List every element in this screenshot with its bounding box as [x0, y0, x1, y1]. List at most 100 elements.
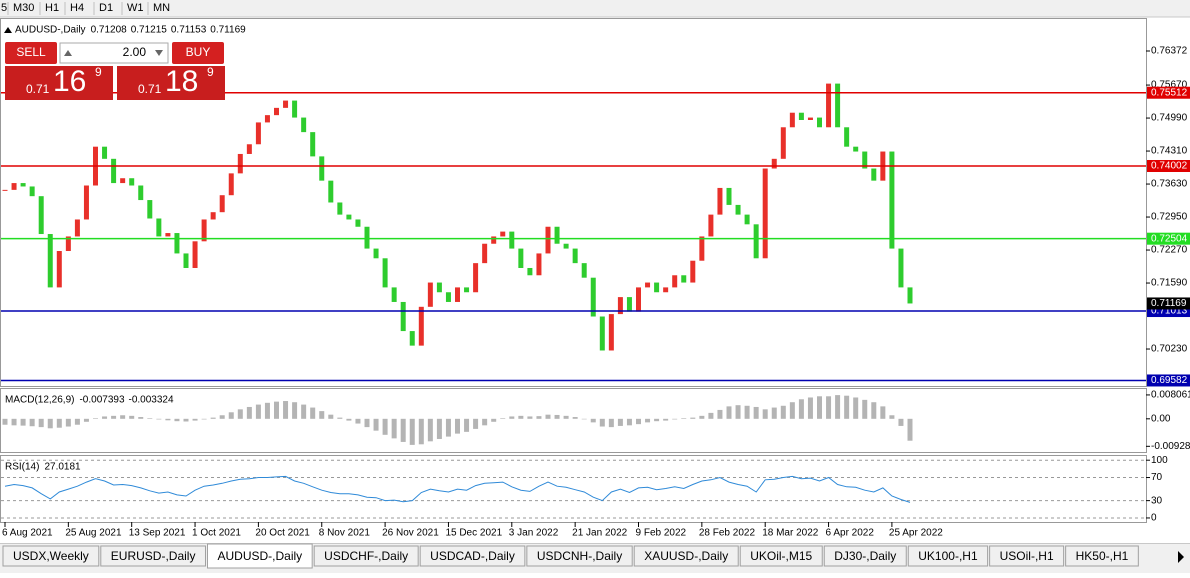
macd-bar [590, 418, 596, 423]
symbol-tab-label[interactable]: USDCNH-,Daily [537, 549, 622, 563]
macd-bar [789, 402, 795, 419]
candle-body [56, 251, 62, 288]
macd-bar [47, 418, 53, 429]
candle-body [509, 231, 515, 249]
symbol-tab[interactable] [2, 545, 100, 567]
candle-body [319, 156, 325, 181]
lot-spinner-arrow [155, 50, 163, 56]
symbol-tab[interactable] [1065, 545, 1139, 567]
candle-body [192, 241, 198, 268]
last-price-label: 0.71169 [1151, 298, 1187, 309]
macd-bar [482, 418, 488, 426]
candle-body [545, 226, 551, 254]
symbol-tab-label[interactable]: AUDUSD-,Daily [217, 549, 302, 563]
macd-bar [93, 418, 98, 419]
symbol-tab[interactable] [419, 545, 526, 567]
macd-bar [310, 407, 316, 419]
candle-body [590, 277, 596, 317]
candle-body [672, 275, 678, 288]
symbol-tab-label[interactable]: EURUSD-,Daily [111, 549, 196, 563]
timeframe-button[interactable]: MN [153, 2, 170, 14]
candle-body [373, 248, 379, 259]
x-tick-label: 13 Sep 2021 [129, 528, 186, 539]
candle-body [744, 214, 750, 225]
readout-value: 27.0181 [44, 462, 81, 473]
bid-box[interactable] [5, 66, 113, 100]
symbol-tab-label[interactable]: UKOil-,M15 [750, 549, 812, 563]
candle-body [174, 233, 180, 254]
candle-body [464, 287, 470, 293]
candle-body [255, 122, 261, 145]
candle-body [753, 224, 759, 259]
symbol-tab[interactable] [526, 545, 633, 567]
symbol-tab-label[interactable]: USDCAD-,Daily [430, 549, 515, 563]
timeframe-button[interactable]: H4 [70, 2, 84, 14]
x-tick-label: 25 Apr 2022 [889, 528, 943, 539]
symbol-tab[interactable] [313, 545, 419, 567]
candle-body [835, 83, 841, 128]
symbol-tab-label[interactable]: USOil-,H1 [1000, 549, 1054, 563]
macd-bar [210, 417, 216, 419]
symbol-tab[interactable] [206, 543, 313, 569]
ask-box[interactable] [117, 66, 225, 100]
macd-bar [717, 409, 723, 419]
candle-body [563, 243, 569, 249]
timeframe-button[interactable]: H1 [45, 2, 59, 14]
lot-input[interactable] [59, 42, 169, 64]
timeframe-button[interactable]: D1 [99, 2, 113, 14]
symbol-tab[interactable] [823, 545, 907, 567]
candle-body [65, 236, 71, 252]
macd-bar [518, 415, 524, 419]
lot-spinner-arrow [64, 50, 72, 56]
macd-bar [844, 395, 850, 419]
candle-body [2, 189, 8, 191]
toolbar [0, 0, 1190, 17]
buy-button[interactable] [172, 42, 224, 64]
symbol-tab[interactable] [633, 545, 739, 567]
symbol-tab-label[interactable]: HK50-,H1 [1076, 549, 1129, 563]
macd-bar [74, 418, 80, 425]
sell-button[interactable] [5, 42, 57, 64]
candle-body [572, 248, 578, 264]
candle-body [817, 117, 822, 128]
symbol-tab-label[interactable]: UK100-,H1 [918, 549, 978, 563]
candle-body [111, 158, 117, 184]
candle-body [264, 115, 270, 123]
candle-body [165, 233, 171, 237]
symbol-tab[interactable] [739, 545, 823, 567]
y-tick-label: 0.75670 [1151, 80, 1188, 91]
macd-bar [83, 418, 89, 422]
candle-body [771, 158, 777, 169]
symbol-tab[interactable] [100, 545, 206, 567]
price-level-tag [1147, 159, 1190, 172]
candle-body [310, 132, 316, 157]
macd-bar [798, 399, 804, 419]
macd-bar [726, 406, 732, 419]
rsi-line [4, 475, 911, 503]
symbol-tab-label[interactable]: USDX,Weekly [13, 549, 89, 563]
tab-scroll-arrow[interactable] [1178, 551, 1184, 563]
price-level-label: 0.69582 [1151, 375, 1188, 386]
candle-body [83, 185, 89, 220]
macd-bar [491, 418, 497, 422]
readout-value: 0.71215 [131, 25, 168, 36]
candle-body [418, 306, 424, 346]
timeframe-button[interactable]: 5 [1, 2, 7, 14]
x-tick-label: 20 Oct 2021 [255, 528, 310, 539]
symbol-tab-label[interactable]: DJ30-,Daily [834, 549, 896, 563]
x-tick-label: 9 Feb 2022 [636, 528, 687, 539]
candle-body [391, 287, 397, 302]
symbol-tab-label[interactable]: XAUUSD-,Daily [644, 549, 728, 563]
symbol-tab[interactable] [907, 545, 989, 567]
symbol-tab-label[interactable]: USDCHF-,Daily [324, 549, 408, 563]
y-tick-label: 0.72950 [1151, 212, 1188, 223]
candle-body [500, 231, 506, 237]
timeframe-button[interactable]: M30 [13, 2, 34, 14]
candle-body [599, 316, 605, 351]
timeframe-button[interactable]: W1 [127, 2, 144, 14]
macd-bar [690, 417, 696, 419]
macd-bar [708, 412, 714, 419]
x-tick-label: 6 Apr 2022 [826, 528, 875, 539]
symbol-tab[interactable] [989, 545, 1065, 567]
